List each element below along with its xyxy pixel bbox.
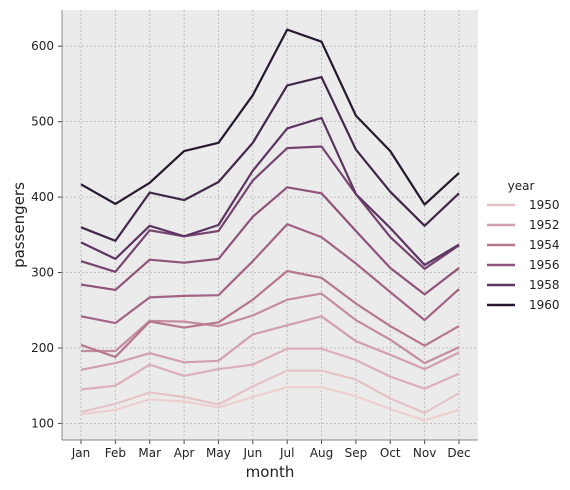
series-line bbox=[80, 145, 460, 273]
y-tick-label: 400 bbox=[31, 190, 54, 204]
series-line bbox=[80, 315, 460, 371]
x-tick-label: Oct bbox=[380, 446, 401, 460]
legend-label: 1950 bbox=[529, 198, 560, 212]
x-tick-label: Nov bbox=[413, 446, 436, 460]
series-line bbox=[80, 75, 460, 242]
grid bbox=[62, 10, 478, 440]
legend-label: 1958 bbox=[529, 278, 560, 292]
x-tick-label: Jan bbox=[71, 446, 91, 460]
y-tick-label: 300 bbox=[31, 266, 54, 280]
x-tick-label: Dec bbox=[447, 446, 470, 460]
legend: 1950 1952 1954 1956 1958 1960 bbox=[487, 198, 560, 312]
x-tick-label: Aug bbox=[310, 446, 333, 460]
x-tick-label: Mar bbox=[138, 446, 161, 460]
legend-label: 1954 bbox=[529, 238, 560, 252]
plot-area bbox=[62, 10, 478, 440]
series-line bbox=[80, 186, 460, 296]
axes: Jan Feb Mar Apr May Jun Jul Aug Sep Oct Nov Dec 100 2… bbox=[31, 10, 478, 460]
series-line bbox=[80, 369, 460, 414]
series-line bbox=[80, 347, 460, 391]
series-line bbox=[80, 28, 460, 206]
series-line bbox=[81, 292, 460, 365]
y-axis-title: passengers bbox=[10, 182, 28, 268]
legend-label: 1956 bbox=[529, 258, 560, 272]
series-line bbox=[80, 269, 460, 359]
y-tick-label: 500 bbox=[31, 115, 54, 129]
legend-title: year bbox=[508, 179, 535, 193]
y-tick-label: 200 bbox=[31, 341, 54, 355]
x-tick-label: Jul bbox=[279, 446, 294, 460]
legend-label: 1952 bbox=[529, 218, 560, 232]
y-tick-label: 100 bbox=[31, 416, 54, 430]
y-tick-label: 600 bbox=[31, 39, 54, 53]
x-tick-label: Apr bbox=[174, 446, 195, 460]
series-line bbox=[80, 223, 460, 325]
x-tick-label: Sep bbox=[345, 446, 368, 460]
x-tick-label: Feb bbox=[105, 446, 126, 460]
x-axis-title: month bbox=[246, 463, 295, 481]
series-lines bbox=[80, 28, 460, 422]
series-line bbox=[80, 386, 460, 422]
series-line bbox=[80, 116, 460, 267]
legend-label: 1960 bbox=[529, 298, 560, 312]
x-tick-label: Jun bbox=[242, 446, 262, 460]
x-tick-label: May bbox=[206, 446, 231, 460]
